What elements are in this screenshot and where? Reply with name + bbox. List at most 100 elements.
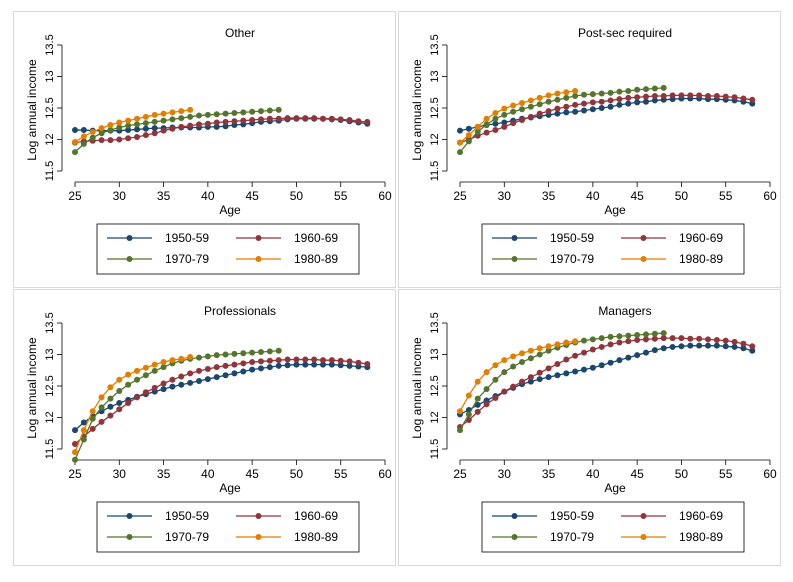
data-point [275,106,282,113]
data-point [160,364,167,371]
data-point [142,113,149,120]
data-point [527,347,534,354]
data-point [187,106,194,113]
data-point [501,123,508,130]
data-point [98,404,105,411]
data-point [669,343,676,350]
data-point [501,111,508,118]
data-point [607,103,614,110]
data-point [483,401,490,408]
data-point [651,93,658,100]
x-tick-label: 55 [334,189,348,203]
data-point [545,374,552,381]
data-point [222,362,229,369]
x-tick-label: 30 [113,189,127,203]
data-point [749,343,756,350]
data-point [740,345,747,352]
data-point [536,369,543,376]
data-point [275,115,282,122]
data-point [554,360,561,367]
x-tick-label: 40 [586,189,600,203]
legend-label: 1960-69 [679,231,723,245]
data-point [213,111,220,118]
data-point [501,119,508,126]
data-point [696,342,703,349]
legend-label: 1950-59 [165,231,209,245]
data-point [563,339,570,346]
data-point [116,376,123,383]
data-point [527,103,534,110]
y-tick-label: 13.5 [44,312,56,333]
series-1980-89 [72,106,194,146]
data-point [492,362,499,369]
data-point [178,381,185,388]
data-point [607,341,614,348]
data-point [598,105,605,111]
data-point [80,133,87,140]
legend-label: 1960-69 [294,231,338,245]
data-point [634,352,641,359]
data-point [457,149,463,156]
legend-swatch-marker [511,235,518,241]
legend: 1950-59 1960-69 1970-79 1980-89 [96,223,360,275]
data-point [275,362,282,369]
data-point [249,349,256,356]
data-point [563,103,570,110]
data-point [134,121,140,128]
data-point [213,123,220,130]
data-point [364,118,371,125]
series-line-1960-69 [459,94,753,144]
data-point [616,88,623,95]
x-tick-label: 25 [453,189,467,203]
data-point [581,107,587,114]
data-point [669,92,676,99]
data-point [134,367,140,374]
data-point [160,117,167,124]
data-point [598,362,605,369]
data-point [80,140,87,147]
legend-label: 1970-79 [165,252,209,266]
legend-swatch-marker [640,534,647,540]
data-point [545,98,552,105]
data-point [492,120,499,127]
data-point [510,102,517,109]
data-point [527,113,534,120]
data-point [311,356,318,363]
data-point [705,342,711,349]
x-tick-label: 30 [113,467,127,481]
data-point [660,93,667,100]
data-point [749,347,756,354]
data-point [311,115,318,122]
data-point [89,408,96,415]
data-point [80,427,87,434]
data-point [474,408,481,415]
data-point [483,121,490,128]
data-point [328,357,335,364]
legend-label: 1970-79 [550,252,594,266]
data-point [634,331,641,338]
x-tick-label: 50 [290,189,304,203]
data-point [178,108,185,115]
data-point [72,449,78,456]
data-point [160,110,167,117]
legend-label: 1970-79 [550,530,594,544]
data-point [572,352,579,359]
data-point [616,339,623,346]
data-point [231,370,238,377]
y-tick-label: 13.5 [429,312,441,333]
data-point [240,350,247,357]
data-point [249,108,256,115]
data-point [536,376,543,383]
data-point [457,408,463,415]
y-tick-label: 12 [44,411,56,423]
data-point [589,106,596,113]
data-point [545,108,552,115]
y-tick-label: 12 [44,133,56,145]
chart-title: Other [225,26,255,40]
series-line-1960-69 [459,337,753,428]
data-point [160,380,167,387]
y-tick-label: 13 [429,348,441,360]
series-1960-69 [72,356,371,447]
data-point [125,127,132,134]
